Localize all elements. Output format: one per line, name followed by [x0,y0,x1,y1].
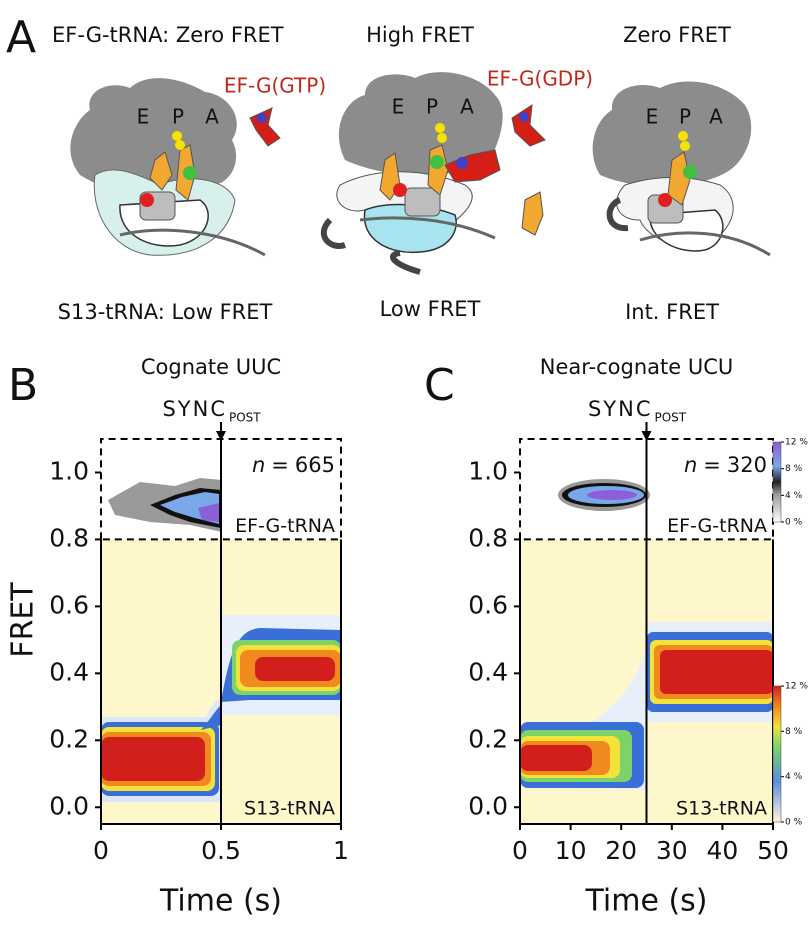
x-tick-label: 0 [93,836,109,865]
panel-label: A [6,12,36,63]
region-label: S13-tRNA [676,798,767,820]
site-label: A [205,105,219,129]
colorbar-tick-label: 12 % [785,682,808,692]
panel-label: B [8,360,38,411]
y-tick-label: 0.0 [49,791,89,820]
factor-label: EF-G(GDP) [487,67,593,91]
x-tick-label: 30 [656,836,688,865]
y-tick-label: 0.8 [468,523,508,552]
panel-a: A EF-G-tRNA: Zero FRET High FRET Zero FR… [6,12,771,324]
state-title: High FRET [366,23,474,47]
colorbar-tick-label: 0 % [785,518,803,528]
region-label: EF-G-tRNA [235,515,335,537]
ribosome: E P A [592,81,771,257]
site-label: E [392,95,405,119]
sync-label: SYNC [162,397,227,421]
sync-arrow [641,431,652,441]
n-value: 665 [295,453,335,477]
region-label: S13-tRNA [244,798,335,820]
site-label: P [679,105,691,129]
colorbar-tick-label: 4 % [785,772,803,782]
y-tick-label: 1.0 [468,456,508,485]
y-axis-label: FRET [6,582,41,658]
site-label: E [137,105,150,129]
panel-label: C [424,360,455,411]
state-title: Zero FRET [623,23,731,47]
state-caption: Int. FRET [625,300,719,324]
n-equals: = [703,453,721,477]
y-tick-label: 0.8 [49,523,89,552]
x-tick-label: 10 [555,836,587,865]
n-count: n = 665 [252,453,335,477]
state-caption: S13-tRNA: Low FRET [58,300,273,324]
sync-arrow [216,431,226,441]
sync-subscript: POST [229,411,261,425]
colorbar-tick-label: 8 % [785,464,803,474]
state-caption: Low FRET [380,297,481,321]
n-count: n = 320 [684,453,767,477]
site-label: A [709,105,723,129]
y-tick-label: 0.6 [468,590,508,619]
n-symbol: n [252,453,265,477]
colorbar [772,441,782,523]
x-tick-label: 40 [706,836,738,865]
state-title: EF-G-tRNA: Zero FRET [52,23,284,47]
site-label: A [460,95,474,119]
sync-subscript: POST [655,411,687,425]
colorbar-tick-label: 8 % [785,727,803,737]
colorbar-tick-label: 0 % [785,818,803,828]
site-label: E [646,105,659,129]
x-axis-label: Time (s) [159,884,282,919]
x-tick-label: 1 [333,836,349,865]
x-tick-label: 20 [605,836,637,865]
panel-title: Near-cognate UCU [540,355,734,379]
site-label: P [172,105,184,129]
lower-frame [519,539,774,825]
n-equals: = [271,453,289,477]
colorbar [772,685,782,823]
y-tick-label: 0.2 [49,724,89,753]
region-label: EF-G-tRNA [667,515,767,537]
site-label: P [426,95,438,119]
y-tick-label: 1.0 [49,456,89,485]
x-axis-label: Time (s) [585,884,708,919]
panel-title: Cognate UUC [141,355,281,379]
factor-label: EF-G(GTP) [224,74,326,98]
y-tick-label: 0.6 [49,590,89,619]
y-tick-label: 0.2 [468,724,508,753]
y-tick-label: 0.4 [49,657,89,686]
x-tick-label: 50 [757,836,789,865]
density-contours [101,478,773,802]
colorbar-tick-label: 12 % [785,438,808,448]
sync-label: SYNC [588,397,653,421]
n-symbol: n [684,453,697,477]
ribosome: E P A [320,72,546,275]
y-tick-label: 0.4 [468,657,508,686]
x-tick-label: 0 [512,836,528,865]
n-value: 320 [727,453,767,477]
x-tick-label: 0.5 [201,836,241,865]
colorbar-tick-label: 4 % [785,491,803,501]
y-tick-label: 0.0 [468,791,508,820]
ribosome: E P A [70,78,281,257]
